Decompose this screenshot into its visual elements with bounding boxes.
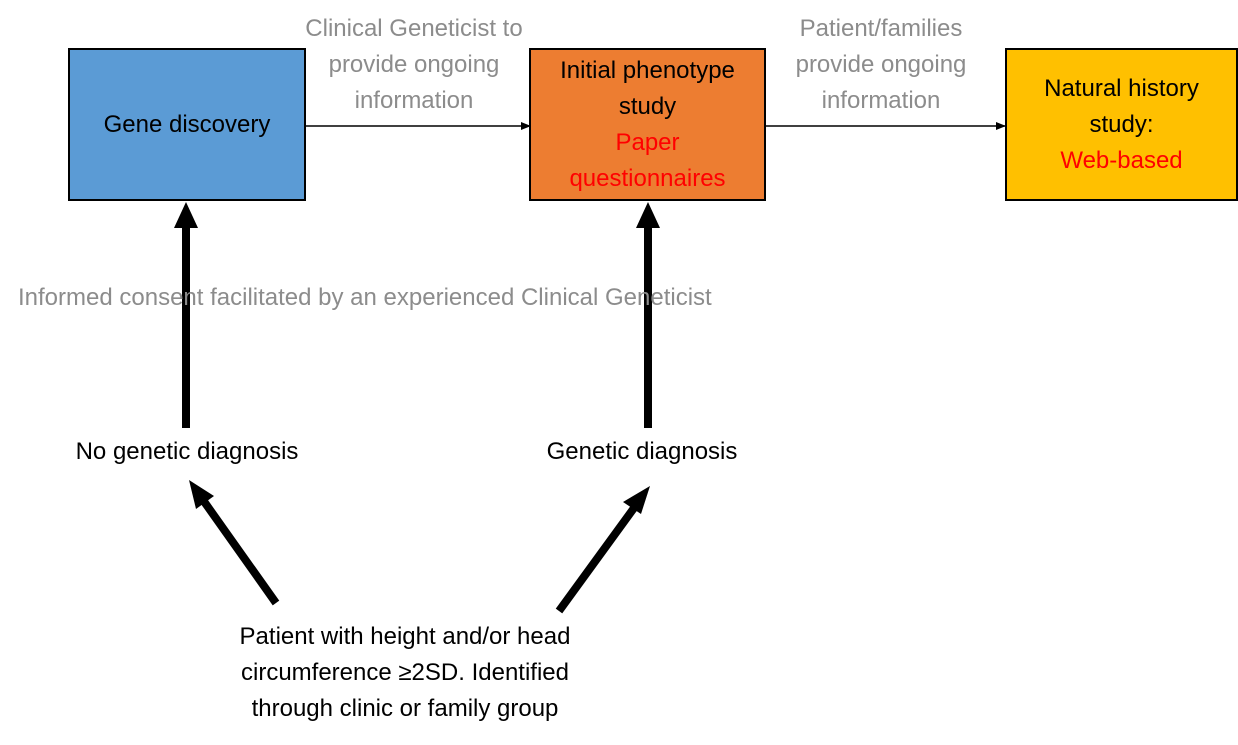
arrow-no-diagnosis-to-gene-discovery xyxy=(174,202,198,428)
patient-line3: through clinic or family group xyxy=(251,695,559,722)
geneticist-info-label: Clinical Geneticist to provide ongoing i… xyxy=(288,11,540,119)
phenotype-study-box: Initial phenotype study Paper questionna… xyxy=(529,48,766,201)
genetic-diagnosis-label: Genetic diagnosis xyxy=(546,438,738,465)
families-info-label: Patient/families provide ongoing informa… xyxy=(770,11,992,119)
geneticist-info-line1: Clinical Geneticist to xyxy=(305,15,523,42)
geneticist-info-line3: information xyxy=(354,87,474,114)
natural-history-title-line2: study: xyxy=(1089,110,1154,138)
patient-description: Patient with height and/or head circumfe… xyxy=(190,619,620,727)
geneticist-info-line2: provide ongoing xyxy=(328,51,500,78)
arrow-patient-to-diagnosis xyxy=(555,486,650,614)
patient-line2: circumference ≥2SD. Identified xyxy=(241,659,569,686)
natural-history-box: Natural history study: Web-based xyxy=(1005,48,1238,201)
phenotype-study-method-line1: Paper xyxy=(615,128,680,156)
families-info-line2: provide ongoing xyxy=(795,51,967,78)
families-info-line1: Patient/families xyxy=(799,15,963,42)
gene-discovery-box: Gene discovery xyxy=(68,48,306,201)
arrow-patient-to-no-diagnosis xyxy=(189,480,280,606)
families-info-line3: information xyxy=(821,87,941,114)
consent-note: Informed consent facilitated by an exper… xyxy=(18,284,712,311)
arrow-diagnosis-to-phenotype xyxy=(636,202,660,428)
patient-line1: Patient with height and/or head xyxy=(239,623,571,650)
phenotype-study-method-line2: questionnaires xyxy=(569,164,726,192)
natural-history-method: Web-based xyxy=(1060,146,1183,174)
phenotype-study-title-line2: study xyxy=(618,92,677,120)
no-genetic-diagnosis-label: No genetic diagnosis xyxy=(75,438,299,465)
gene-discovery-label: Gene discovery xyxy=(103,110,271,138)
natural-history-title-line1: Natural history xyxy=(1044,74,1199,102)
phenotype-study-title-line1: Initial phenotype xyxy=(560,56,735,84)
